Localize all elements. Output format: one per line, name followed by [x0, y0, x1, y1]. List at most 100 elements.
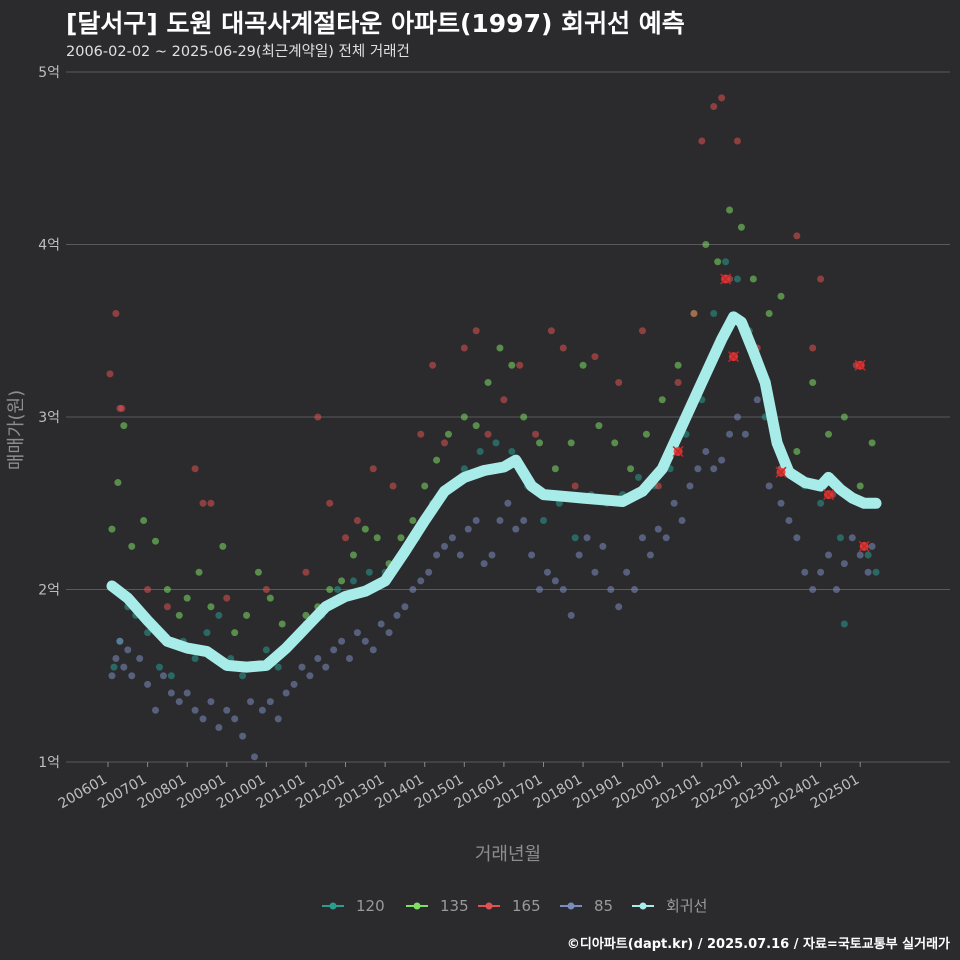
data-point [369, 646, 377, 654]
data-point [516, 361, 524, 369]
data-point [397, 534, 405, 542]
data-point [239, 732, 247, 740]
data-point [373, 534, 381, 542]
data-point [615, 603, 623, 611]
data-point [353, 517, 361, 524]
data-point [840, 560, 848, 568]
data-point [832, 586, 840, 593]
data-point [864, 551, 872, 559]
data-point [140, 517, 148, 524]
data-points [106, 94, 880, 761]
legend: 120 135 165 85 회귀선 [322, 897, 707, 915]
data-point [492, 439, 500, 447]
data-point [480, 560, 488, 568]
data-point [401, 603, 409, 611]
data-point [809, 379, 817, 386]
data-point [124, 646, 132, 654]
y-tick-label: 1억 [38, 755, 60, 771]
data-point [144, 629, 152, 637]
data-point [702, 241, 710, 248]
data-point [840, 413, 848, 421]
data-point [868, 542, 876, 550]
data-point [836, 534, 844, 542]
data-point [718, 94, 726, 102]
data-point [448, 534, 456, 542]
data-point [686, 482, 694, 490]
data-point [120, 422, 128, 430]
data-point [223, 706, 231, 714]
data-point [472, 327, 480, 335]
data-point [646, 551, 654, 559]
data-point [231, 629, 239, 637]
data-point [615, 379, 623, 386]
highlighted-point [823, 489, 835, 501]
data-point [207, 499, 215, 507]
data-point [520, 517, 528, 524]
legend-item: 회귀선 [632, 897, 707, 915]
data-point [583, 534, 591, 542]
highlighted-point [672, 445, 684, 458]
data-point [215, 611, 223, 619]
data-point [694, 465, 702, 473]
data-point [330, 646, 338, 654]
data-point [595, 422, 603, 430]
data-point [825, 430, 833, 438]
chart-subtitle: 2006-02-02 ~ 2025-06-29(최근계약일) 전체 거래건 [66, 44, 410, 60]
data-point [409, 586, 417, 593]
data-point [112, 310, 120, 317]
data-point [749, 275, 757, 283]
data-point [825, 551, 833, 559]
legend-label: 회귀선 [666, 897, 707, 915]
highlighted-point [858, 540, 870, 552]
data-point [856, 482, 864, 490]
data-point [203, 629, 211, 637]
x-axis-labels: 2006012007012008012009012010012011012012… [56, 762, 862, 812]
y-tick-label: 2억 [38, 583, 60, 599]
data-point [627, 465, 635, 473]
data-point [302, 568, 310, 576]
data-point [631, 586, 639, 593]
data-point [144, 586, 152, 593]
data-point [298, 663, 306, 671]
data-point [144, 680, 152, 688]
data-point [496, 344, 504, 352]
data-point [393, 611, 401, 619]
data-point [508, 448, 516, 455]
data-point [342, 534, 350, 542]
data-point [714, 258, 722, 266]
data-point [472, 517, 480, 524]
data-point [108, 525, 116, 533]
legend-item: 135 [406, 897, 469, 915]
data-point [726, 430, 734, 438]
data-point [599, 542, 607, 550]
data-point [278, 620, 286, 628]
data-point [266, 698, 274, 706]
highlighted-points [672, 273, 870, 552]
legend-item: 120 [322, 897, 385, 915]
data-point [191, 655, 199, 662]
data-point [674, 379, 682, 386]
data-point [369, 465, 377, 473]
data-point [662, 534, 670, 542]
data-point [274, 715, 282, 723]
data-point [698, 137, 706, 145]
data-point [559, 586, 567, 593]
data-point [118, 404, 126, 412]
data-point [484, 379, 492, 386]
data-point [441, 542, 449, 550]
data-point [262, 586, 270, 593]
data-point [678, 517, 686, 524]
data-point [159, 672, 167, 680]
data-point [512, 525, 520, 533]
data-point [817, 568, 825, 576]
data-point [460, 465, 468, 473]
data-point [195, 568, 203, 576]
data-point [247, 698, 255, 706]
data-point [476, 448, 484, 455]
data-point [262, 646, 270, 654]
data-point [152, 537, 160, 545]
data-point [120, 663, 128, 671]
data-point [191, 465, 199, 473]
legend-label: 120 [356, 897, 385, 915]
data-point [282, 689, 290, 697]
